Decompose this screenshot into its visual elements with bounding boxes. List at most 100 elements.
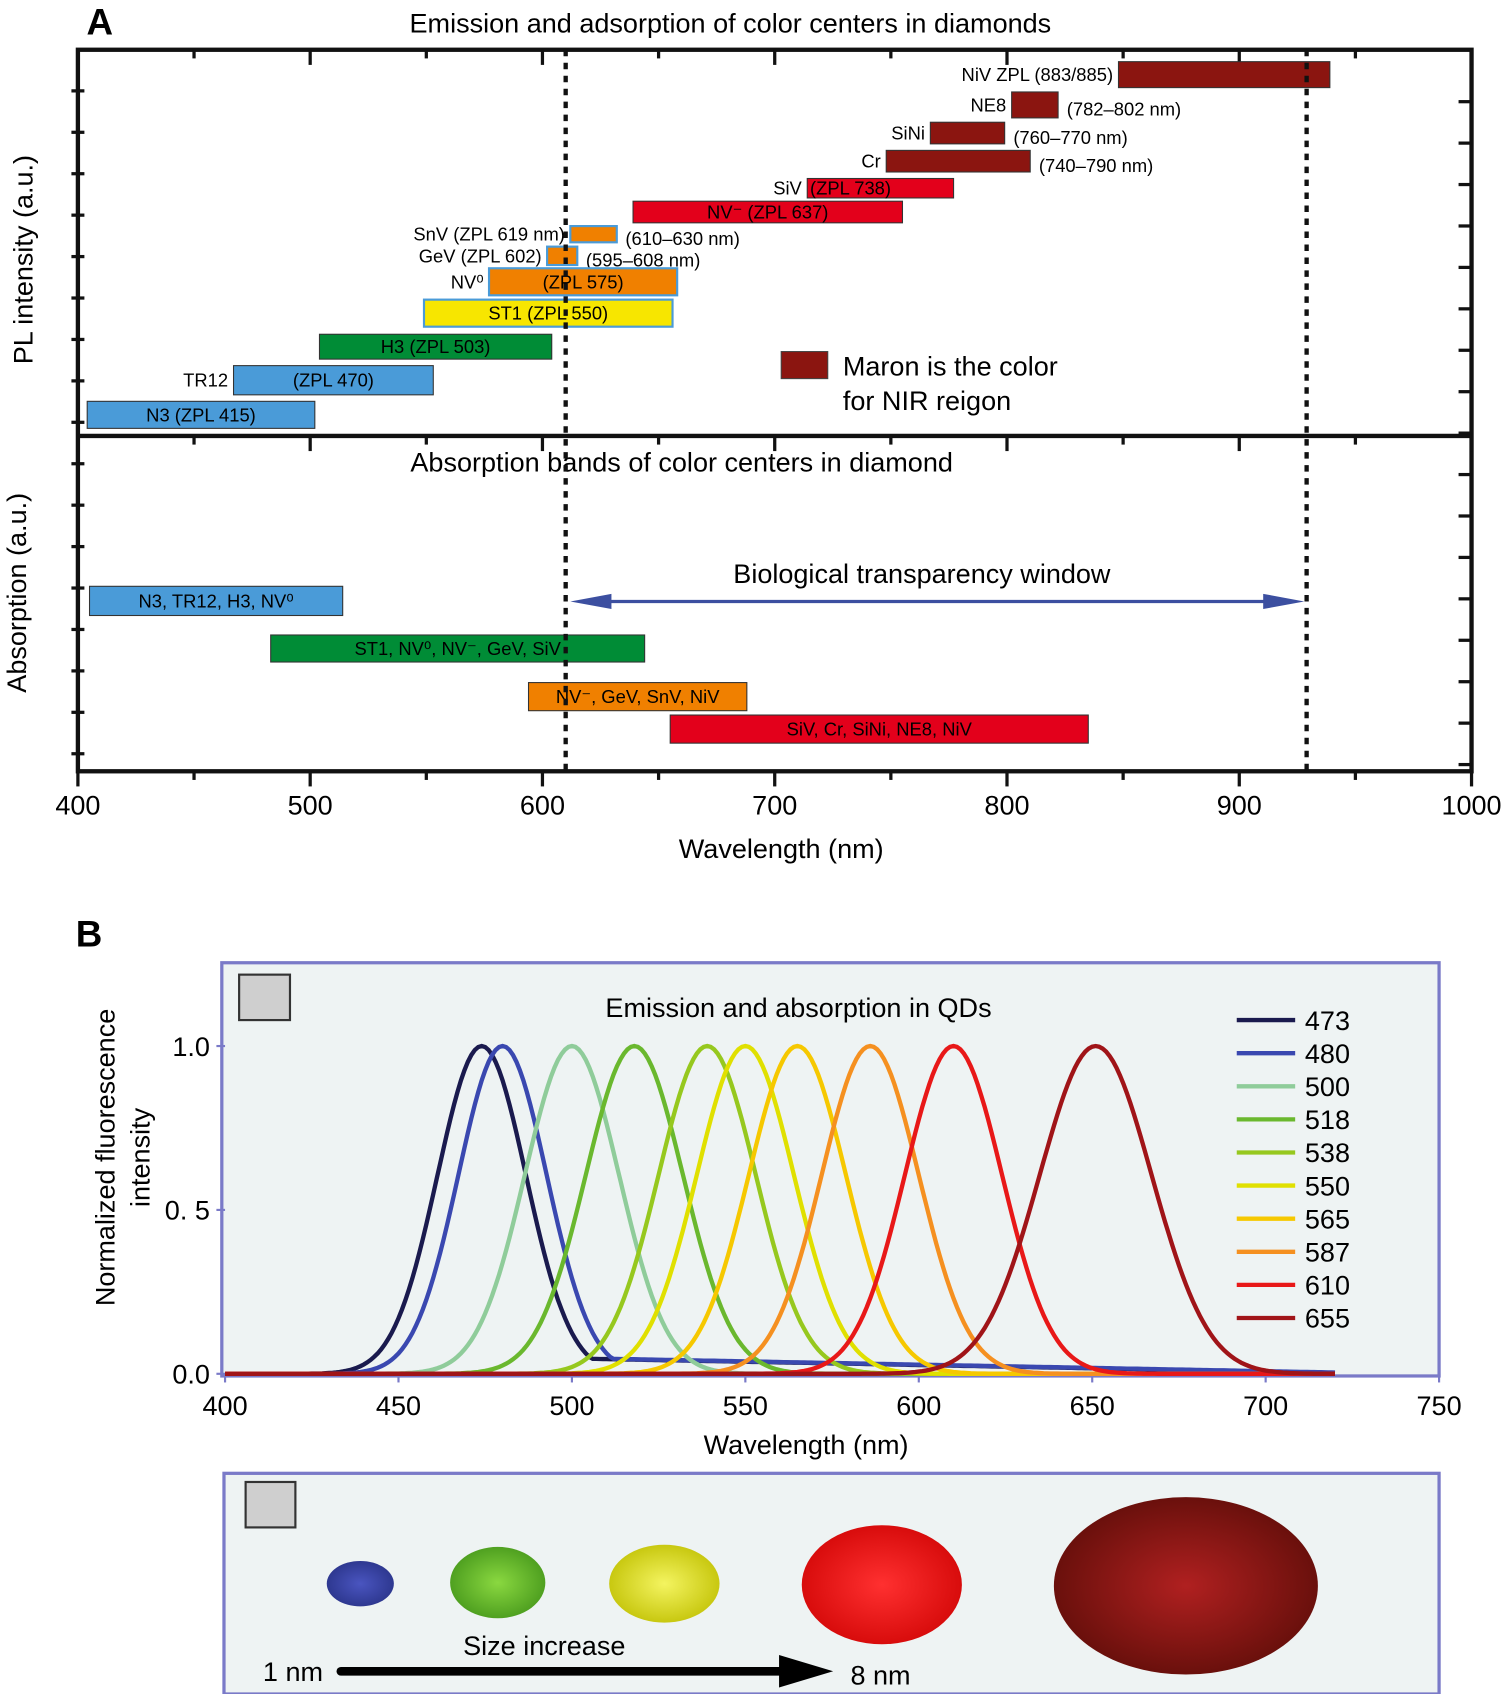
emission-bar-inner-label: H3 (ZPL 503) [381, 336, 491, 357]
legend-label-610: 610 [1305, 1271, 1350, 1301]
qd-dot-5 [1053, 1497, 1318, 1675]
panel-b-frame [220, 961, 1441, 1378]
qd-dot-4 [801, 1525, 962, 1645]
size-panel-gray-square [244, 1480, 297, 1529]
legend-label-500: 500 [1305, 1072, 1350, 1102]
series-line-480 [225, 1043, 1336, 1376]
legend-label-655: 655 [1305, 1304, 1350, 1334]
absorption-bar [270, 634, 646, 663]
absorption-bar [669, 714, 1089, 744]
x-tick-label: 500 [288, 791, 333, 821]
legend-label-538: 538 [1305, 1138, 1350, 1168]
panel-b-ylabel-2: intensity [125, 1107, 155, 1207]
size-from-label: 1 nm [263, 1657, 323, 1687]
emission-bar-label: SiNi [891, 123, 925, 144]
legend-label-587: 587 [1305, 1238, 1350, 1268]
emission-bar-inner-label: N3 (ZPL 415) [146, 404, 256, 425]
absorption-title: Absorption bands of color centers in dia… [410, 448, 953, 478]
panel-b-plot: 400 450 500 550 600 650 700 750 0.0 0. 5 1.0 473480… [165, 961, 1462, 1421]
y-tick-label: 0.0 [172, 1360, 210, 1390]
emission-bar [487, 267, 679, 297]
x-tick-label: 550 [723, 1391, 768, 1421]
panel-b-xlabel: Wavelength (nm) [704, 1430, 909, 1460]
x-tick-label: 400 [55, 791, 100, 821]
y-tick-label: 0. 5 [165, 1196, 210, 1226]
series-line-655 [225, 1043, 1335, 1376]
x-tick-label: 600 [520, 791, 565, 821]
emission-bar [232, 365, 434, 396]
absorption-ylabel: Absorption (a.u.) [2, 493, 32, 693]
emission-bar-label: SiV [773, 178, 802, 199]
emission-bar-inner-label: ST1 (ZPL 550) [488, 303, 608, 324]
emission-ylabel: PL intensity (a.u.) [8, 155, 38, 364]
emission-bar [1117, 61, 1331, 89]
x-tick-label: 500 [549, 1391, 594, 1421]
emission-bar-inner-label: (ZPL 738) [810, 178, 891, 199]
emission-bar-label: TR12 [183, 370, 228, 391]
panel-label-b: B [76, 914, 103, 955]
legend-label-518: 518 [1305, 1105, 1350, 1135]
panel-a-plot: 400 500 600 700 800 900 1000 NiV ZPL (883/885) N… [55, 47, 1502, 821]
panel-a-title: Emission and adsorption of color centers… [410, 8, 1052, 38]
absorption-bar [88, 585, 344, 617]
panel-b-ylabel-1: Normalized fluorescence [91, 1009, 121, 1306]
legend-label-473: 473 [1305, 1006, 1350, 1036]
legend-text-line2: for NIR reigon [843, 386, 1011, 416]
absorption-bar-label: N3, TR12, H3, NV⁰ [139, 590, 294, 611]
emission-bar [546, 245, 579, 267]
qd-dot-1 [326, 1560, 394, 1607]
emission-bar-range-label: (782–802 nm) [1067, 99, 1181, 120]
absorption-bar-label: NV⁻, GeV, SnV, NiV [556, 686, 720, 707]
x-tick-label: 800 [984, 791, 1029, 821]
qd-dot-2 [450, 1546, 546, 1619]
x-tick-label: 700 [752, 791, 797, 821]
emission-bar-range-label: (740–790 nm) [1039, 155, 1153, 176]
emission-bar [422, 298, 674, 328]
emission-bar-range-label: (760–770 nm) [1013, 127, 1127, 148]
panel-b-gray-square [238, 973, 292, 1022]
emission-bar [318, 333, 553, 360]
x-tick-label: 600 [896, 1391, 941, 1421]
emission-bar [86, 400, 316, 429]
qd-dot-3 [609, 1544, 720, 1623]
x-tick-label: 650 [1070, 1391, 1115, 1421]
x-tick-label: 400 [203, 1391, 248, 1421]
emission-bar-inner-label: (ZPL 575) [543, 271, 624, 292]
legend-maroon-swatch [780, 351, 829, 380]
emission-bar [1011, 91, 1059, 119]
x-tick-label: 900 [1217, 791, 1262, 821]
emission-bar-label: SnV (ZPL 619 nm) [413, 224, 565, 245]
x-tick-label: 750 [1417, 1391, 1462, 1421]
legend-text-line1: Maron is the color [843, 351, 1058, 381]
emission-bar-label: GeV (ZPL 602) [419, 245, 542, 266]
size-increase-label: Size increase [463, 1631, 625, 1661]
window-arrow-left-head [570, 593, 612, 610]
legend-label-550: 550 [1305, 1171, 1350, 1201]
panel-b-title: Emission and absorption in QDs [605, 993, 991, 1023]
x-tick-label: 450 [376, 1391, 421, 1421]
size-arrow-head [779, 1655, 834, 1688]
emission-bar-inner-label: NV⁻ (ZPL 637) [707, 202, 828, 223]
x-tick-label: 700 [1243, 1391, 1288, 1421]
x-tick-label: 1000 [1441, 791, 1501, 821]
legend-label-480: 480 [1305, 1039, 1350, 1069]
emission-bar [632, 200, 904, 224]
emission-bar-range-label: (610–630 nm) [625, 228, 739, 249]
emission-bar-label: Cr [861, 151, 880, 172]
absorption-bar-label: ST1, NV⁰, NV⁻, GeV, SiV [354, 638, 561, 659]
emission-bar [885, 149, 1031, 173]
emission-bar-range-label: (595–608 nm) [586, 250, 700, 271]
emission-bar-label: NV⁰ [451, 271, 484, 292]
absorption-bar-label: SiV, Cr, SiNi, NE8, NiV [787, 719, 973, 740]
size-to-label: 8 nm [850, 1660, 910, 1690]
emission-bar [569, 225, 618, 244]
emission-bar-label: NiV ZPL (883/885) [962, 64, 1114, 85]
emission-bar-inner-label: (ZPL 470) [293, 370, 374, 391]
emission-bar [929, 121, 1006, 145]
y-tick-label: 1.0 [172, 1032, 210, 1062]
panel-label-a: A [87, 2, 114, 43]
emission-bar-label: NE8 [970, 94, 1006, 115]
window-label: Biological transparency window [733, 559, 1111, 589]
emission-bar [806, 177, 955, 199]
